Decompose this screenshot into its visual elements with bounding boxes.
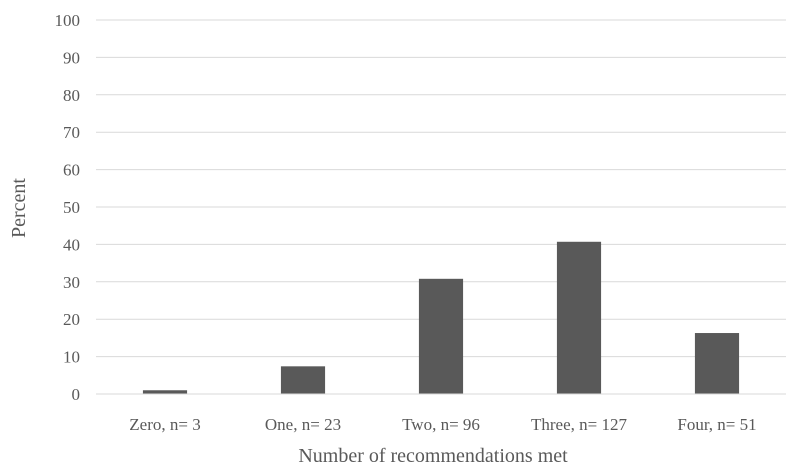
bar xyxy=(142,390,188,394)
y-tick-label: 80 xyxy=(63,86,80,105)
y-tick-label: 50 xyxy=(63,198,80,217)
y-axis-title: Percent xyxy=(8,178,30,238)
x-tick-label: Four, n= 51 xyxy=(677,415,756,434)
bar xyxy=(694,333,740,394)
x-tick-label: Two, n= 96 xyxy=(402,415,480,434)
y-tick-labels: 0 10 20 30 40 50 60 70 80 90 100 xyxy=(55,11,81,404)
x-tick-label: One, n= 23 xyxy=(265,415,341,434)
x-tick-label: Three, n= 127 xyxy=(531,415,627,434)
y-tick-label: 30 xyxy=(63,273,80,292)
y-tick-label: 90 xyxy=(63,48,80,67)
bar xyxy=(280,366,326,394)
y-tick-label: 40 xyxy=(63,235,80,254)
y-tick-label: 0 xyxy=(72,385,81,404)
y-tick-label: 60 xyxy=(63,161,80,180)
y-tick-label: 20 xyxy=(63,310,80,329)
y-tick-label: 70 xyxy=(63,123,80,142)
bar xyxy=(418,278,464,394)
y-tick-label: 10 xyxy=(63,348,80,367)
gridlines xyxy=(96,19,786,358)
x-axis-title: Number of recommendations met xyxy=(298,445,568,467)
y-tick-label: 100 xyxy=(55,11,81,30)
bars xyxy=(142,241,740,394)
bar xyxy=(556,241,602,394)
x-tick-label: Zero, n= 3 xyxy=(129,415,200,434)
x-tick-labels: Zero, n= 3 One, n= 23 Two, n= 96 Three, n= … xyxy=(129,415,756,434)
